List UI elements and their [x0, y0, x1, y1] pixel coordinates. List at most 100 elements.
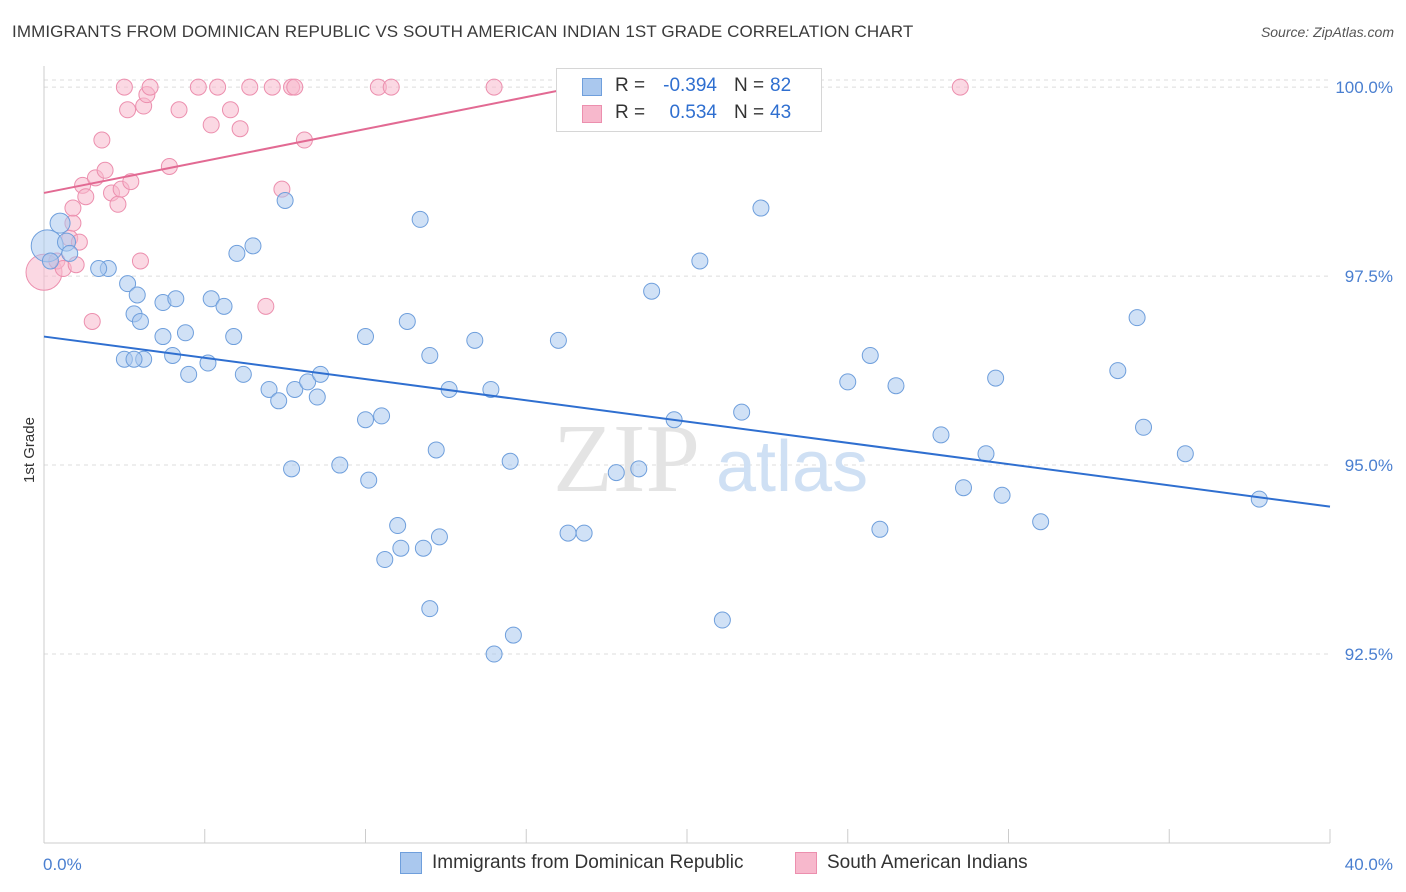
y-tick-label: 97.5%	[1345, 267, 1393, 286]
data-point-blue	[430, 528, 448, 546]
data-point-blue	[357, 411, 374, 429]
data-point-blue	[993, 486, 1011, 504]
data-point-pink	[77, 188, 95, 206]
data-point-pink	[64, 199, 82, 217]
y-tick-labels: 92.5% 95.0% 97.5% 100.0%	[1335, 78, 1393, 664]
data-point-blue	[299, 373, 317, 391]
data-point-blue	[839, 373, 857, 391]
data-point-blue	[119, 275, 137, 293]
data-point-blue	[1109, 362, 1127, 380]
bottom-legend-swatch-blue	[400, 852, 422, 874]
data-point-blue	[932, 426, 950, 444]
y-tick-label: 100.0%	[1335, 78, 1393, 97]
data-point-pink	[83, 312, 101, 330]
data-point-pink	[485, 78, 503, 96]
legend-row-blue: R = -0.394 N = 82	[557, 73, 821, 99]
y-axis-label: 1st Grade	[21, 417, 38, 483]
data-point-blue	[421, 346, 439, 364]
x-tick-label-max: 40.0%	[1345, 855, 1393, 874]
data-point-blue	[331, 456, 349, 474]
legend-r-label: R =	[615, 102, 646, 123]
data-point-blue	[276, 192, 294, 209]
data-point-blue	[549, 331, 567, 349]
trend-line-blue	[43, 335, 1331, 508]
chart-title: IMMIGRANTS FROM DOMINICAN REPUBLIC VS SO…	[12, 22, 914, 41]
data-point-blue	[357, 328, 374, 346]
data-point-blue	[360, 471, 378, 489]
data-point-pink	[189, 78, 207, 96]
legend-n-value: 82	[770, 75, 792, 96]
data-point-blue	[202, 290, 220, 308]
y-tick-label: 95.0%	[1345, 456, 1393, 475]
legend-n-label: N =	[734, 102, 765, 123]
legend-n-value: 43	[770, 102, 792, 123]
data-point-blue	[164, 346, 182, 364]
axes	[43, 66, 1331, 844]
data-point-blue	[887, 377, 905, 395]
data-point-blue	[376, 551, 394, 569]
series-south-american-indians	[25, 78, 969, 330]
data-point-pink	[241, 78, 259, 96]
data-point-blue	[398, 312, 416, 330]
trend-lines	[43, 80, 1331, 508]
data-point-blue	[49, 212, 71, 234]
data-point-blue	[954, 479, 972, 497]
data-point-blue	[1032, 513, 1050, 531]
data-point-blue	[1250, 490, 1268, 508]
data-point-blue	[501, 452, 519, 470]
trend-line-pink	[43, 80, 607, 194]
grid-lines	[44, 79, 1330, 655]
data-point-blue	[1135, 418, 1153, 436]
data-point-blue	[559, 524, 577, 542]
data-point-blue	[1128, 309, 1146, 327]
data-point-pink	[122, 173, 140, 191]
data-point-pink	[221, 101, 239, 119]
data-point-blue	[643, 282, 661, 300]
data-point-pink	[382, 78, 400, 96]
data-point-pink	[115, 78, 133, 96]
data-point-blue	[131, 312, 149, 330]
data-point-blue	[180, 365, 198, 383]
data-point-blue	[485, 645, 503, 663]
data-point-blue	[225, 328, 243, 346]
data-point-blue	[234, 365, 252, 383]
data-point-blue	[392, 539, 410, 557]
data-point-blue	[421, 600, 439, 618]
data-point-blue	[752, 199, 770, 217]
data-point-pink	[119, 101, 137, 119]
data-point-blue	[977, 445, 995, 463]
data-point-pink	[131, 252, 149, 270]
data-point-blue	[427, 441, 445, 459]
bottom-legend-swatch-pink	[795, 852, 817, 874]
data-point-blue	[575, 524, 593, 542]
data-point-pink	[202, 116, 220, 134]
bottom-legend-label-pink: South American Indians	[827, 852, 1028, 873]
data-point-pink	[231, 120, 249, 138]
data-point-blue	[90, 260, 108, 278]
data-point-blue	[373, 407, 391, 425]
data-point-blue	[861, 346, 879, 364]
watermark-atlas: atlas	[716, 427, 868, 507]
data-point-blue	[733, 403, 751, 421]
data-point-blue	[466, 331, 484, 349]
data-point-blue	[389, 517, 407, 535]
legend-swatch-pink	[582, 105, 602, 123]
y-tick-label: 92.5%	[1345, 645, 1393, 664]
data-point-blue	[228, 244, 246, 262]
data-point-blue	[215, 297, 233, 315]
data-point-blue	[987, 369, 1005, 387]
data-point-pink	[93, 131, 111, 149]
data-point-pink	[263, 78, 281, 96]
data-point-blue	[283, 460, 301, 478]
data-point-pink	[209, 78, 227, 96]
data-point-blue	[154, 328, 172, 346]
watermark: ZIP atlas	[553, 405, 868, 513]
data-point-blue	[691, 252, 709, 270]
data-point-blue	[61, 244, 79, 262]
data-point-blue	[504, 626, 522, 644]
data-point-blue	[260, 380, 278, 398]
data-point-blue	[286, 380, 304, 398]
data-point-blue	[871, 520, 889, 538]
legend-row-pink: R = 0.534 N = 43	[557, 100, 821, 126]
